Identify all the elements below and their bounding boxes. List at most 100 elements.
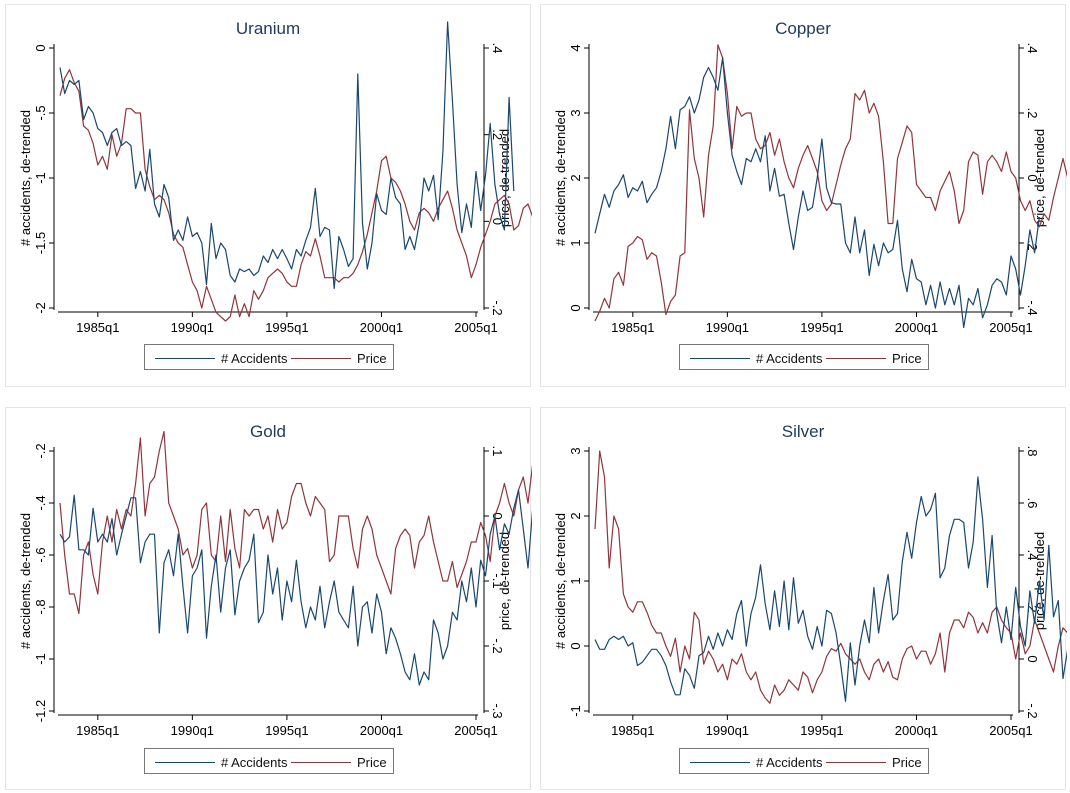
legend-label-price: Price — [357, 351, 387, 366]
y-right-tick-label: -.1 — [490, 573, 505, 588]
legend-swatch-accidents — [690, 358, 750, 359]
x-tick-label: 2000q1 — [895, 723, 938, 738]
legend-swatch-accidents — [690, 762, 750, 763]
legend-label-accidents: # Accidents — [221, 351, 288, 366]
legend: # Accidents Price — [679, 344, 929, 370]
legend-label-price: Price — [892, 755, 922, 770]
y-right-tick-label: .4 — [490, 43, 505, 54]
legend-label-price: Price — [357, 755, 387, 770]
legend-swatch-price — [826, 762, 886, 763]
x-tick-label: 1990q1 — [171, 723, 214, 738]
series-line-price — [59, 430, 532, 615]
y-right-tick-label: 0 — [490, 218, 505, 225]
chart-panel-copper: Copper 1985q1 1990q1 1995q1 2000q1 2005q1 0 1 2… — [540, 4, 1067, 387]
series-line-accidents — [59, 489, 532, 686]
y-left-tick-label: 2 — [568, 174, 583, 181]
y-right-tick-label: .2 — [490, 129, 505, 140]
y-left-tick-label: 4 — [568, 44, 583, 51]
plot-area: 1985q1 1990q1 1995q1 2000q1 2005q1 -1 0 1 2 3 -.2 0… — [553, 446, 1067, 738]
x-tick-label: 2005q1 — [454, 320, 497, 335]
y-axis-left-title: # accidents, de-trended — [553, 513, 568, 649]
legend: # Accidents Price — [679, 748, 929, 774]
chart-panel-silver: Silver 1985q1 1990q1 1995q1 2000q1 2005q1 -1 0… — [540, 407, 1067, 790]
y-axis-left-title: # accidents, de-trended — [18, 110, 33, 246]
legend-label-price: Price — [892, 351, 922, 366]
legend-swatch-price — [291, 762, 351, 763]
y-right-tick-label: -.2 — [490, 300, 505, 315]
y-axis-left-title: # accidents, de-trended — [553, 110, 568, 246]
y-right-tick-label: -.3 — [490, 703, 505, 718]
y-left-tick-label: -.6 — [33, 547, 48, 562]
y-left-tick-label: -1.2 — [33, 700, 48, 722]
legend-label-accidents: # Accidents — [221, 755, 288, 770]
x-tick-label: 1995q1 — [265, 320, 308, 335]
y-left-tick-label: 0 — [568, 642, 583, 649]
x-tick-label: 1990q1 — [171, 320, 214, 335]
series-line-accidents — [594, 476, 1067, 702]
series-line-accidents — [59, 21, 515, 290]
x-tick-label: 2000q1 — [360, 320, 403, 335]
y-right-tick-label: -.2 — [490, 638, 505, 653]
chart-title: Silver — [781, 422, 825, 441]
y-left-tick-label: -1 — [33, 172, 48, 184]
y-left-tick-label: -1 — [33, 653, 48, 665]
x-tick-label: 1985q1 — [76, 723, 119, 738]
x-tick-label: 1985q1 — [611, 723, 654, 738]
series-line-price — [594, 44, 1067, 322]
y-left-tick-label: -.8 — [33, 599, 48, 614]
y-right-tick-label: -.4 — [1025, 300, 1040, 315]
x-tick-label: 2005q1 — [454, 723, 497, 738]
legend-swatch-accidents — [155, 358, 215, 359]
x-tick-label: 1995q1 — [265, 723, 308, 738]
chart-title: Gold — [250, 422, 286, 441]
y-right-tick-label: 0 — [1025, 174, 1040, 181]
chart-title: Copper — [775, 19, 831, 38]
y-left-tick-label: -1.5 — [33, 232, 48, 254]
y-axis-left-title: # accidents, de-trended — [18, 513, 33, 649]
legend-swatch-accidents — [155, 762, 215, 763]
x-tick-label: 1990q1 — [706, 723, 749, 738]
y-left-tick-label: 2 — [568, 512, 583, 519]
series-line-accidents — [594, 57, 1040, 329]
y-right-tick-label: .6 — [1025, 498, 1040, 509]
y-left-tick-label: 0 — [33, 44, 48, 51]
y-right-tick-label: .2 — [1025, 108, 1040, 119]
y-left-tick-label: 3 — [568, 447, 583, 454]
y-left-tick-label: 1 — [568, 239, 583, 246]
y-right-tick-label: -.2 — [1025, 703, 1040, 718]
plot-area: 1985q1 1990q1 1995q1 2000q1 2005q1 -1.2 -1 -.8 -… — [18, 430, 532, 738]
x-tick-label: 2000q1 — [895, 320, 938, 335]
legend: # Accidents Price — [144, 748, 394, 774]
x-tick-label: 2000q1 — [360, 723, 403, 738]
y-left-tick-label: -1 — [568, 705, 583, 717]
x-tick-label: 1990q1 — [706, 320, 749, 335]
y-left-tick-label: 1 — [568, 577, 583, 584]
legend-swatch-price — [291, 358, 351, 359]
legend-swatch-price — [826, 358, 886, 359]
x-tick-label: 2005q1 — [989, 723, 1032, 738]
x-tick-label: 2005q1 — [989, 320, 1032, 335]
legend: # Accidents Price — [144, 344, 394, 370]
x-tick-label: 1995q1 — [800, 723, 843, 738]
chart-panel-gold: Gold 1985q1 1990q1 1995q1 2000q1 2005q1 -1.2 -… — [5, 407, 532, 790]
y-right-tick-label: .4 — [1025, 43, 1040, 54]
plot-area: 1985q1 1990q1 1995q1 2000q1 2005q101234-.4-.… — [553, 43, 1067, 335]
chart-panel-uranium: Uranium 1985q1 1990q1 1995q1 2000q1 2005q1 -2… — [5, 4, 532, 387]
y-left-tick-label: -.2 — [33, 443, 48, 458]
y-left-tick-label: -.5 — [33, 105, 48, 120]
x-tick-label: 1985q1 — [76, 320, 119, 335]
series-line-price — [59, 69, 532, 322]
chart-title: Uranium — [235, 19, 301, 38]
series-line-price — [594, 450, 1067, 704]
x-tick-label: 1995q1 — [800, 320, 843, 335]
legend-label-accidents: # Accidents — [756, 351, 823, 366]
y-axis-right-title: price, de-trended — [497, 532, 512, 630]
y-left-tick-label: 0 — [568, 304, 583, 311]
y-right-tick-label: .4 — [1025, 550, 1040, 561]
x-tick-label: 1985q1 — [611, 320, 654, 335]
y-right-tick-label: 0 — [1025, 655, 1040, 662]
y-right-tick-label: .1 — [490, 446, 505, 457]
y-axis-right-title: price, de-trended — [1032, 129, 1047, 227]
y-left-tick-label: -.4 — [33, 495, 48, 510]
legend-label-accidents: # Accidents — [756, 755, 823, 770]
